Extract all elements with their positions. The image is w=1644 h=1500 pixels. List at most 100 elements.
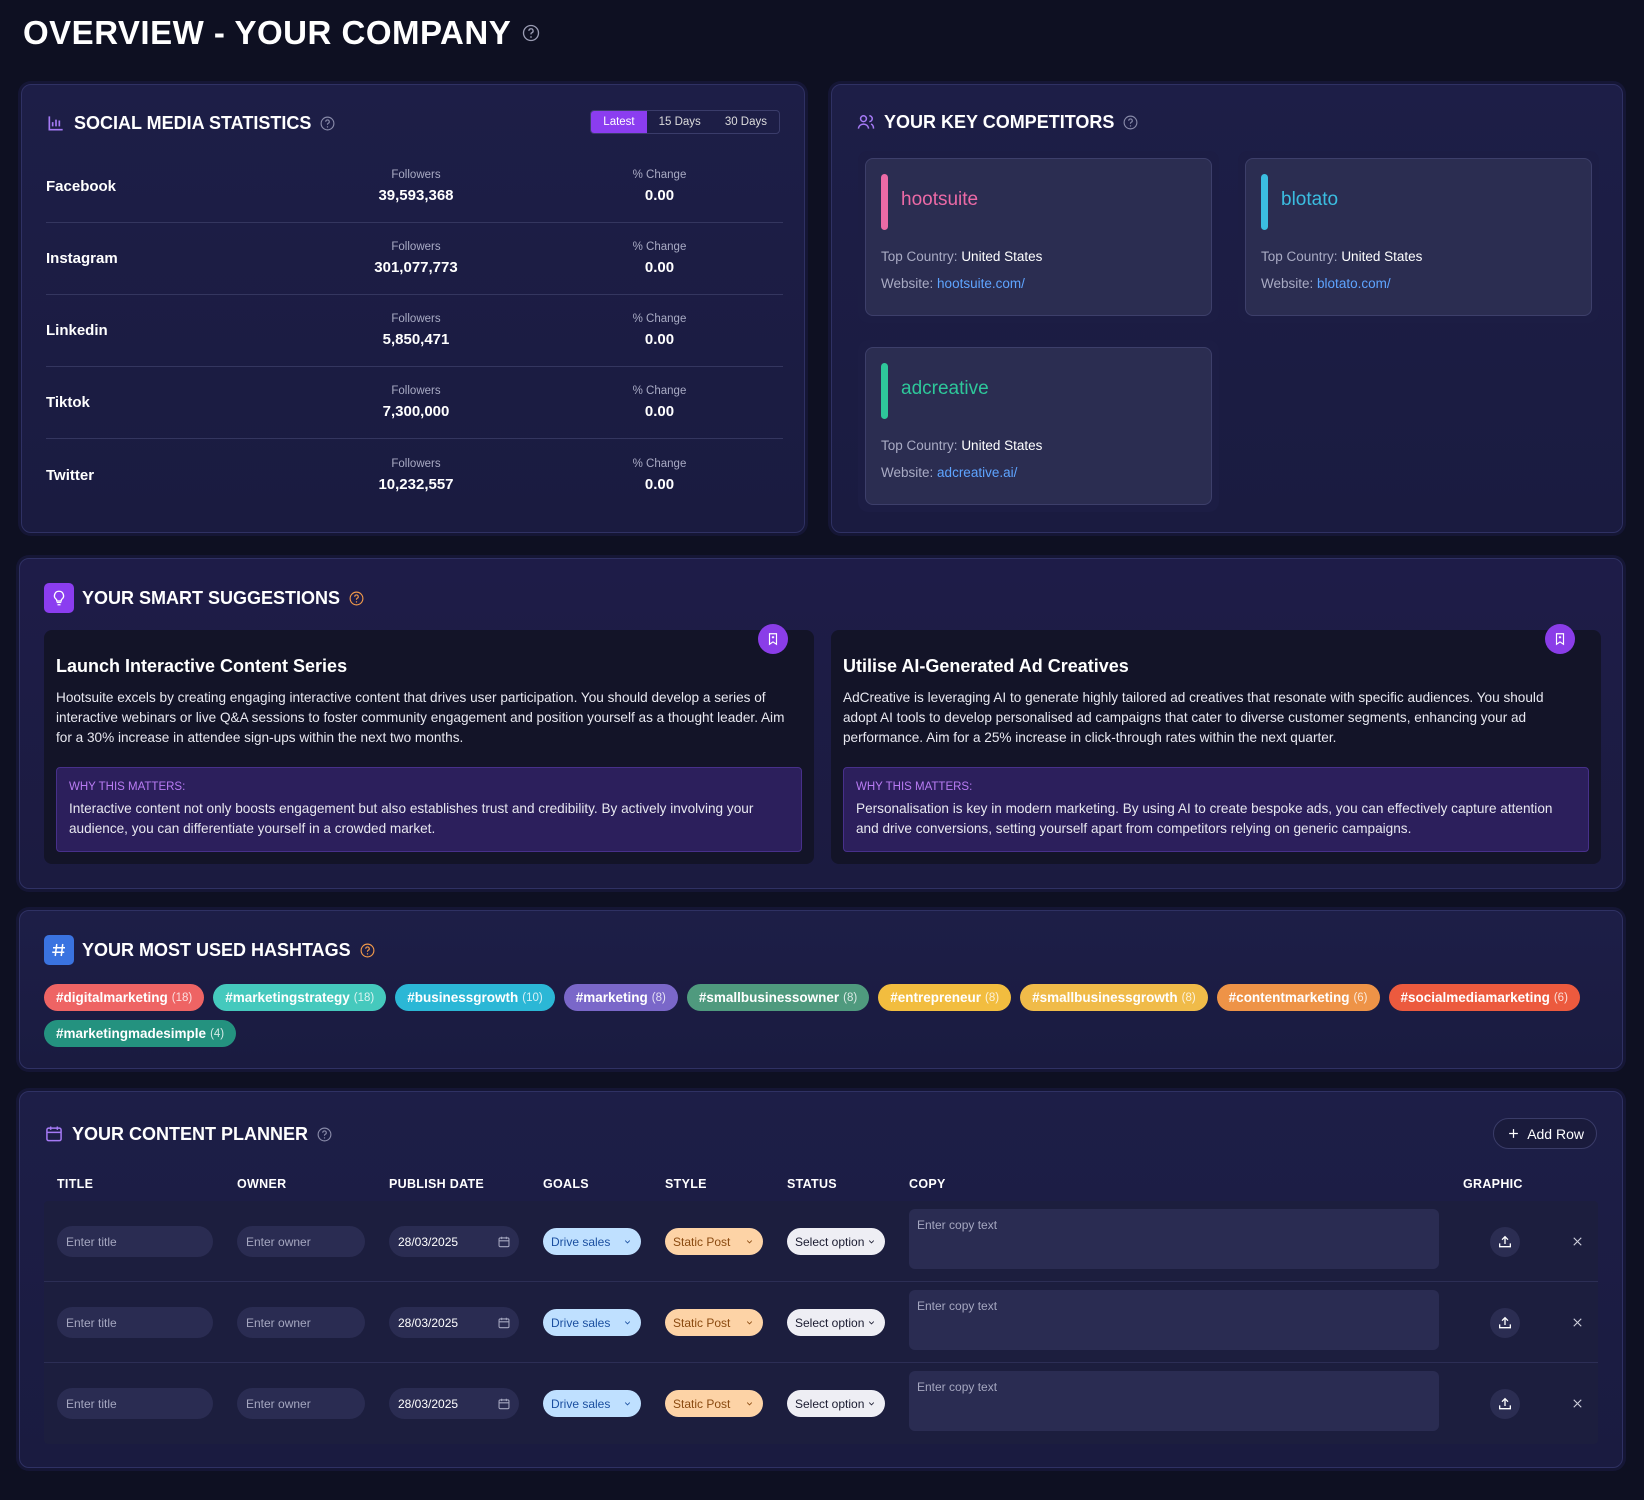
planner-row: Enter title Enter owner 28/03/2025 Drive sa… <box>44 1201 1598 1282</box>
status-select[interactable]: Select option <box>787 1228 885 1255</box>
owner-input[interactable]: Enter owner <box>237 1307 365 1338</box>
upload-button[interactable] <box>1490 1308 1520 1338</box>
style-select[interactable]: Static Post <box>665 1228 763 1255</box>
calendar-icon[interactable] <box>498 1317 510 1328</box>
hashtag-pill[interactable]: #entrepreneur (8) <box>878 984 1012 1011</box>
date-input[interactable]: 28/03/2025 <box>389 1307 519 1338</box>
range-tab[interactable]: 30 Days <box>724 116 767 128</box>
style-select[interactable]: Static Post <box>665 1390 763 1417</box>
chevron-icon[interactable] <box>868 1240 875 1244</box>
chevron-icon[interactable] <box>866 1398 877 1409</box>
date-input[interactable]: 28/03/2025 <box>389 1226 519 1257</box>
chevron-icon[interactable] <box>866 1236 877 1247</box>
chevron-icon[interactable] <box>866 1317 877 1328</box>
upload-icon[interactable] <box>1499 1235 1511 1248</box>
goal-select[interactable]: Drive sales <box>543 1309 641 1336</box>
chevron-icon[interactable] <box>744 1317 755 1328</box>
upload-icon[interactable] <box>1497 1396 1513 1412</box>
close-icon[interactable] <box>1570 1315 1585 1330</box>
hashtag-pill[interactable]: #digitalmarketing (18) <box>44 984 205 1011</box>
close-icon[interactable] <box>1570 1396 1585 1411</box>
delete-row-button[interactable] <box>1570 1315 1585 1335</box>
hashtag-pill[interactable]: #smallbusinessgrowth (8) <box>1020 984 1208 1011</box>
chevron-icon[interactable] <box>868 1321 875 1325</box>
status-select[interactable]: Select option <box>787 1390 885 1417</box>
goal-select[interactable]: Drive sales <box>543 1228 641 1255</box>
chevron-icon[interactable] <box>746 1240 753 1244</box>
delete-row-button[interactable] <box>1570 1396 1585 1416</box>
calendar-icon[interactable] <box>498 1398 510 1409</box>
chevron-icon[interactable] <box>624 1240 631 1244</box>
top-country: Top Country: United States <box>881 438 1042 453</box>
chevron-icon[interactable] <box>624 1321 631 1325</box>
close-icon[interactable] <box>1573 1237 1582 1246</box>
title-input[interactable]: Enter title <box>57 1388 213 1419</box>
suggestion-title: Utilise AI-Generated Ad Creatives <box>843 656 1129 676</box>
hashtag-pill[interactable]: #contentmarketing (6) <box>1216 984 1380 1011</box>
bookmark-button[interactable] <box>1545 624 1575 654</box>
chevron-icon[interactable] <box>746 1321 753 1325</box>
chevron-icon[interactable] <box>868 1402 875 1406</box>
goal-select[interactable]: Drive sales <box>543 1390 641 1417</box>
calendar-icon[interactable] <box>498 1236 510 1247</box>
upload-icon[interactable] <box>1497 1315 1513 1331</box>
hashtag-pill[interactable]: #marketingmadesimple (4) <box>44 1020 237 1047</box>
owner-input[interactable]: Enter owner <box>237 1226 365 1257</box>
owner-input[interactable]: Enter owner <box>237 1388 365 1419</box>
hashtag-pill[interactable]: #businessgrowth (10) <box>395 984 555 1011</box>
copy-textarea[interactable]: Enter copy text <box>909 1290 1439 1350</box>
calendar-icon[interactable] <box>497 1235 511 1249</box>
chevron-icon[interactable] <box>622 1398 633 1409</box>
upload-button[interactable] <box>1490 1227 1520 1257</box>
chevron-icon[interactable] <box>624 1402 631 1406</box>
website-link[interactable]: blotato.com/ <box>1317 276 1391 291</box>
country-label: Top Country: <box>1261 249 1338 264</box>
calendar-icon[interactable] <box>497 1397 511 1411</box>
bookmark-icon[interactable] <box>1555 633 1565 646</box>
bookmark-icon[interactable] <box>766 632 780 646</box>
plus-icon[interactable] <box>1506 1126 1521 1141</box>
style-select[interactable]: Static Post <box>665 1309 763 1336</box>
calendar-icon[interactable] <box>499 1317 509 1322</box>
website-link[interactable]: hootsuite.com/ <box>937 276 1025 291</box>
add-row-button[interactable]: Add Row <box>1493 1118 1597 1149</box>
chevron-icon[interactable] <box>744 1398 755 1409</box>
close-icon[interactable] <box>1573 1399 1582 1408</box>
copy-textarea[interactable]: Enter copy text <box>909 1371 1439 1431</box>
bookmark-icon[interactable] <box>768 633 778 646</box>
calendar-icon[interactable] <box>499 1398 509 1403</box>
chevron-icon[interactable] <box>746 1402 753 1406</box>
section-header: YOUR KEY COMPETITORS <box>856 107 1139 137</box>
date-input[interactable]: 28/03/2025 <box>389 1388 519 1419</box>
copy-textarea[interactable]: Enter copy text <box>909 1209 1439 1269</box>
hashtag-pill[interactable]: #socialmediamarketing (6) <box>1388 984 1580 1011</box>
hashtag-pill[interactable]: #marketing (8) <box>563 984 678 1011</box>
status-select[interactable]: Select option <box>787 1309 885 1336</box>
website-link[interactable]: adcreative.ai/ <box>937 465 1018 480</box>
title-input[interactable]: Enter title <box>57 1307 213 1338</box>
plus-icon[interactable] <box>1509 1129 1519 1138</box>
calendar-icon[interactable] <box>497 1316 511 1330</box>
hashtag-pill[interactable]: #smallbusinessowner (8) <box>686 984 870 1011</box>
range-tab[interactable]: Latest <box>591 111 647 133</box>
upload-icon[interactable] <box>1499 1316 1511 1329</box>
delete-row-button[interactable] <box>1570 1234 1585 1254</box>
close-icon[interactable] <box>1570 1234 1585 1249</box>
chevron-icon[interactable] <box>622 1236 633 1247</box>
close-icon[interactable] <box>1573 1318 1582 1327</box>
chevron-icon[interactable] <box>622 1317 633 1328</box>
hashtag-pill[interactable]: #marketingstrategy (18) <box>213 984 387 1011</box>
chevron-icon[interactable] <box>744 1236 755 1247</box>
content-planner-card: YOUR CONTENT PLANNER Add Row TITLE OWNER PUB… <box>19 1091 1623 1468</box>
country-value: United States <box>961 438 1043 453</box>
bookmark-icon[interactable] <box>1553 632 1567 646</box>
bookmark-button[interactable] <box>758 624 788 654</box>
upload-icon[interactable] <box>1499 1397 1511 1410</box>
calendar-icon[interactable] <box>499 1236 509 1241</box>
upload-button[interactable] <box>1490 1389 1520 1419</box>
upload-icon[interactable] <box>1497 1234 1513 1250</box>
change-cell: % Change 0.00 <box>536 313 783 348</box>
range-tab[interactable]: 15 Days <box>658 116 701 128</box>
hashtag-tag: #entrepreneur <box>890 990 981 1005</box>
title-input[interactable]: Enter title <box>57 1226 213 1257</box>
